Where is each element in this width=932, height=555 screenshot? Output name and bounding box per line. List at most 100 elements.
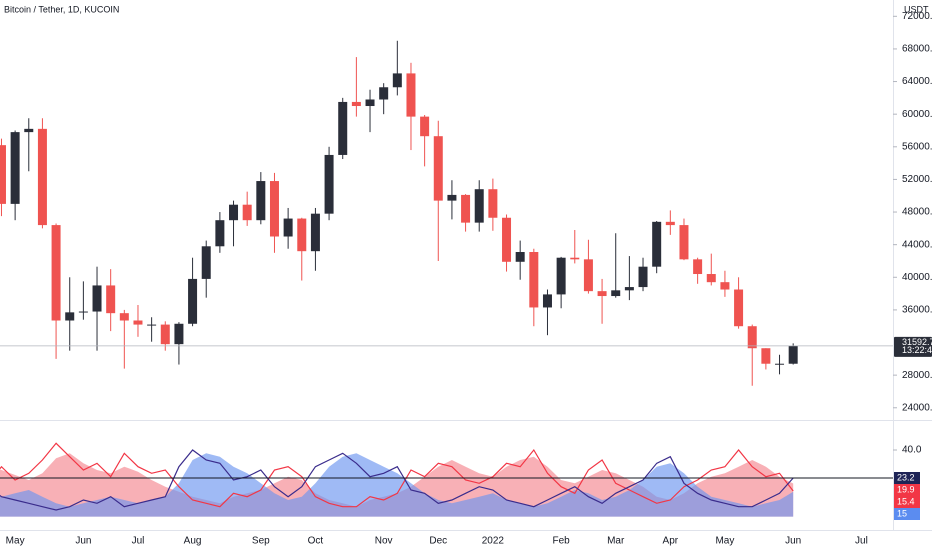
y-tick-label: 48000.0 <box>902 207 932 218</box>
candle-body <box>269 181 279 237</box>
candle-body <box>488 189 498 218</box>
candle-body <box>665 221 675 226</box>
candle-body <box>474 189 484 223</box>
symbol-title: Bitcoin / Tether, 1D, KUCOIN <box>4 4 119 14</box>
x-tick-label: Aug <box>184 536 202 547</box>
y-tick-label: 24000.0 <box>902 402 932 413</box>
y-tick-label: 60000.0 <box>902 109 932 120</box>
candle-body <box>556 257 566 295</box>
candle-body <box>542 294 552 308</box>
candle-body <box>406 73 416 117</box>
plot <box>0 40 798 517</box>
candle-body <box>0 145 6 204</box>
candle-body <box>529 252 539 308</box>
x-tick-label: Nov <box>375 536 393 547</box>
candle-body <box>78 311 88 313</box>
candle-body <box>201 246 211 279</box>
candle-body <box>761 348 771 364</box>
candle-body <box>583 259 593 292</box>
candle-body <box>392 73 402 88</box>
candle-body <box>65 312 75 321</box>
candle-body <box>24 128 34 133</box>
y-tick-label: 56000.0 <box>902 141 932 152</box>
candle-body <box>10 132 20 204</box>
x-tick-label: Apr <box>663 536 679 547</box>
candle-body <box>611 290 621 297</box>
candle-body <box>338 101 348 155</box>
y-tick-label: 72000.0 <box>902 11 932 22</box>
x-tick-label: Oct <box>308 536 324 547</box>
value-label-box <box>894 472 920 484</box>
y-tick-label: 28000.0 <box>902 370 932 381</box>
y-tick-label: 40000.0 <box>902 272 932 283</box>
candle-body <box>147 324 157 326</box>
candle-body <box>106 285 116 314</box>
candle-body <box>229 204 239 221</box>
candle-body <box>92 285 102 312</box>
last-price-box <box>894 336 932 357</box>
candle-body <box>351 101 361 107</box>
x-tick-label: Jul <box>132 536 145 547</box>
candle-body <box>188 278 198 324</box>
currency: USDT <box>904 4 929 14</box>
value-label: 15 <box>897 508 907 518</box>
candle-body <box>119 313 129 321</box>
candle-body <box>420 116 430 137</box>
candle-body <box>433 136 443 201</box>
x-tick-label: May <box>6 536 25 547</box>
y-tick-label: 64000.0 <box>902 76 932 87</box>
y-tick-label: 68000.0 <box>902 44 932 55</box>
candle-body <box>652 221 662 267</box>
candle-body <box>638 266 648 288</box>
candle-body <box>365 99 375 107</box>
x-tick-label: May <box>715 536 734 547</box>
candle-body <box>447 194 457 201</box>
x-tick-label: Dec <box>429 536 447 547</box>
x-tick-label: Feb <box>553 536 571 547</box>
candle-body <box>379 87 389 100</box>
y-tick-label: 44000.0 <box>902 239 932 250</box>
last-price-label: 31592.7 <box>902 337 932 347</box>
candle-body <box>570 257 580 260</box>
indicator-line <box>0 449 794 511</box>
value-label-box <box>894 508 920 520</box>
candle-body <box>297 218 307 252</box>
x-tick-label: Jun <box>785 536 801 547</box>
candle-body <box>734 289 744 327</box>
value-label: 23.2 <box>897 472 915 482</box>
value-label: 19.9 <box>897 484 915 494</box>
value-label-box <box>894 496 920 508</box>
candle-body <box>160 324 170 345</box>
candle-body <box>679 225 689 260</box>
candle-body <box>597 291 607 297</box>
x-tick-label: Jun <box>75 536 91 547</box>
candle-body <box>283 218 293 237</box>
y-tick-label: 52000.0 <box>902 174 932 185</box>
candle-body <box>747 326 757 349</box>
candle-body <box>720 282 730 290</box>
candle-body <box>624 287 634 291</box>
candle-body <box>133 320 143 325</box>
candle-body <box>502 217 512 262</box>
candle-body <box>515 252 525 262</box>
candle-body <box>256 181 266 221</box>
y-tick-label: 36000.0 <box>902 305 932 316</box>
candle-body <box>310 213 320 252</box>
y-tick-label: 40.0 <box>902 445 922 456</box>
candle-body <box>788 345 798 364</box>
x-tick-label: 2022 <box>482 536 505 547</box>
candle-body <box>461 194 471 223</box>
candle-body <box>174 323 184 345</box>
candle-body <box>693 259 703 275</box>
value-label-box <box>894 484 920 496</box>
value-label: 15.4 <box>897 496 915 506</box>
x-tick-label: Sep <box>252 536 270 547</box>
candle-body <box>242 204 252 221</box>
x-tick-label: Mar <box>607 536 625 547</box>
countdown: 13:22:40 <box>902 345 932 355</box>
candle-body <box>37 128 47 226</box>
candle-body <box>324 154 334 214</box>
